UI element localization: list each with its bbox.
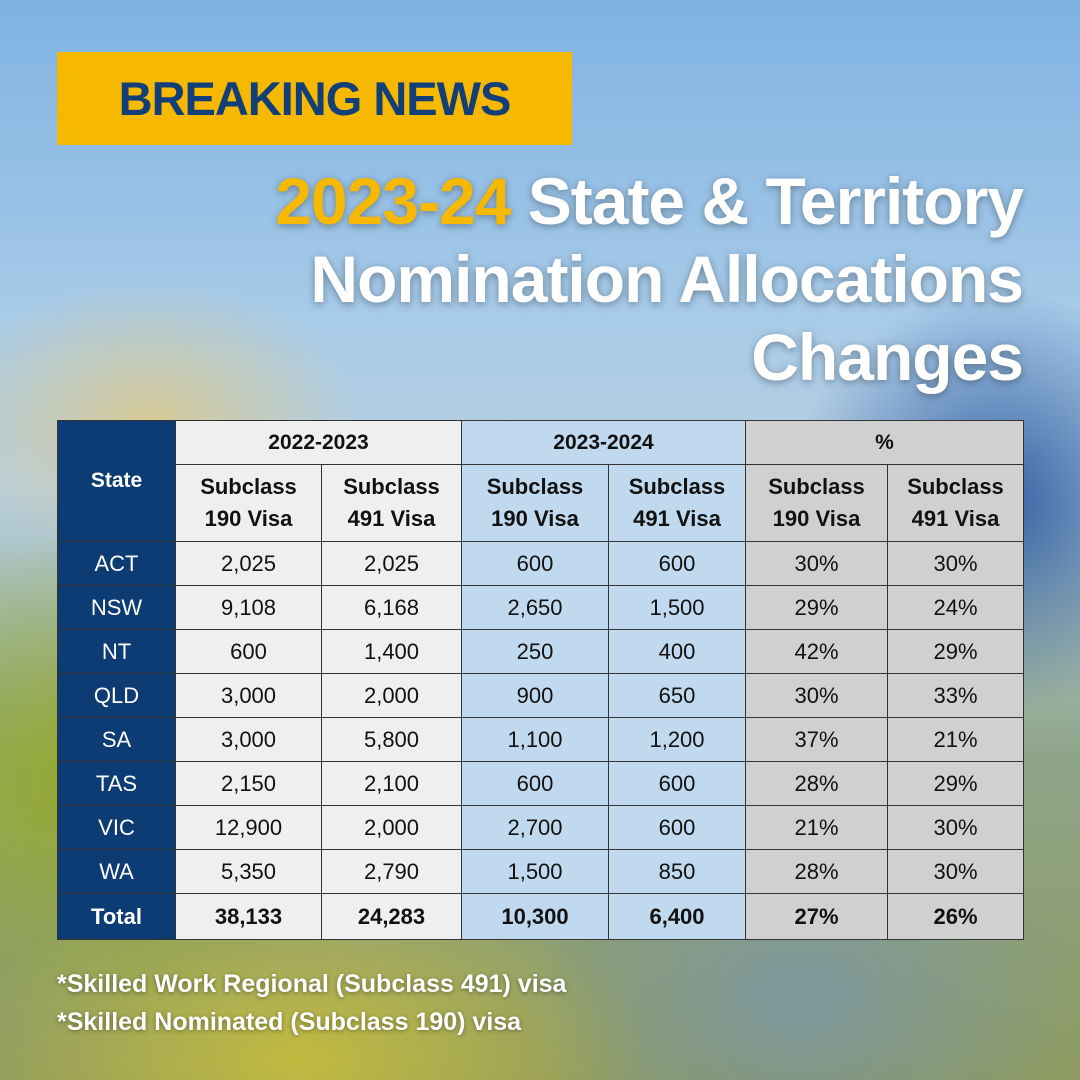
table-cell: 28%	[745, 849, 888, 894]
table-cell: 250	[461, 629, 609, 674]
table-cell: 600	[175, 629, 322, 674]
table-cell: 30%	[887, 541, 1024, 586]
title-highlight: 2023-24	[275, 164, 511, 238]
header-cell: 2022-2023	[175, 420, 462, 465]
table-cell: 600	[461, 761, 609, 806]
table-cell: ACT	[57, 541, 176, 586]
sub-header-cell: Subclass 491 Visa	[887, 464, 1024, 542]
table-cell: 850	[608, 849, 746, 894]
table-cell: 1,200	[608, 717, 746, 762]
table-cell: 3,000	[175, 673, 322, 718]
table-cell: 21%	[887, 717, 1024, 762]
table-cell: TAS	[57, 761, 176, 806]
table-cell: 5,800	[321, 717, 462, 762]
table-cell: 2,025	[321, 541, 462, 586]
table-cell: 24%	[887, 585, 1024, 630]
title-text: Changes	[751, 320, 1024, 394]
table-cell: Total	[57, 893, 176, 940]
table-cell: 42%	[745, 629, 888, 674]
footnote: *Skilled Nominated (Subclass 190) visa	[57, 1008, 522, 1036]
title: 2023-24 State & Territory Nomination Allo…	[275, 162, 1024, 396]
table-cell: WA	[57, 849, 176, 894]
table-cell: VIC	[57, 805, 176, 850]
table-cell: 600	[608, 761, 746, 806]
table-cell: 33%	[887, 673, 1024, 718]
table-cell: 26%	[887, 893, 1024, 940]
table-cell: 30%	[745, 673, 888, 718]
title-text: State & Territory	[527, 164, 1024, 238]
header-cell: 2023-2024	[461, 420, 746, 465]
group-header-row: State 2022-2023 2023-2024%	[57, 420, 1024, 542]
table-row: TAS 2,150 2,100 600 600 28% 29%	[57, 761, 1024, 806]
table-cell: 2,700	[461, 805, 609, 850]
title-text: Nomination Allocations	[310, 242, 1024, 316]
sub-header-cell: Subclass 491 Visa	[321, 464, 462, 542]
table-cell: 30%	[745, 541, 888, 586]
table-cell: 5,350	[175, 849, 322, 894]
header-cell: %	[745, 420, 1024, 465]
table-cell: 28%	[745, 761, 888, 806]
table-cell: 6,400	[608, 893, 746, 940]
table-cell: 24,283	[321, 893, 462, 940]
table-row: VIC 12,900 2,000 2,700 600 21% 30%	[57, 805, 1024, 850]
table-row: NSW 9,108 6,168 2,650 1,500 29% 24%	[57, 585, 1024, 630]
table-cell: NSW	[57, 585, 176, 630]
table-cell: 9,108	[175, 585, 322, 630]
table-row: SA 3,000 5,800 1,100 1,200 37% 21%	[57, 717, 1024, 762]
table-cell: 650	[608, 673, 746, 718]
header-cell: State	[57, 420, 176, 542]
table-cell: 2,000	[321, 673, 462, 718]
table-cell: 27%	[745, 893, 888, 940]
table-row: ACT 2,025 2,025 600 600 30% 30%	[57, 541, 1024, 586]
table-cell: 6,168	[321, 585, 462, 630]
title-line: Nomination Allocations	[275, 240, 1024, 318]
sub-header-row: Subclass 190 Visa Subclass 491 Visa Subcla…	[58, 464, 1024, 542]
table-cell: 2,150	[175, 761, 322, 806]
table-cell: 900	[461, 673, 609, 718]
table-cell: 600	[608, 805, 746, 850]
table-cell: 600	[608, 541, 746, 586]
table-cell: 1,500	[461, 849, 609, 894]
footnote: *Skilled Work Regional (Subclass 491) vi…	[57, 970, 567, 998]
title-line: Changes	[275, 318, 1024, 396]
sub-header-cell: Subclass 190 Visa	[175, 464, 322, 542]
table-cell: SA	[57, 717, 176, 762]
table-cell: 1,100	[461, 717, 609, 762]
table: State 2022-2023 2023-2024% Subclass 190 Vis…	[57, 420, 1024, 940]
table-cell: 1,500	[608, 585, 746, 630]
table-cell: 37%	[745, 717, 888, 762]
table-cell: 600	[461, 541, 609, 586]
table-cell: NT	[57, 629, 176, 674]
total-row: Total 38,133 24,283 10,300 6,400 27% 26%	[57, 893, 1024, 940]
badge: BREAKING NEWS	[57, 52, 572, 145]
sub-header-cell: Subclass 491 Visa	[608, 464, 746, 542]
sub-header-cell: Subclass 190 Visa	[461, 464, 609, 542]
table-row: WA 5,350 2,790 1,500 850 28% 30%	[57, 849, 1024, 894]
table-cell: 30%	[887, 849, 1024, 894]
table-cell: 1,400	[321, 629, 462, 674]
table-cell: QLD	[57, 673, 176, 718]
table-cell: 21%	[745, 805, 888, 850]
table-cell: 2,650	[461, 585, 609, 630]
table-cell: 2,000	[321, 805, 462, 850]
table-cell: 3,000	[175, 717, 322, 762]
table-cell: 2,025	[175, 541, 322, 586]
table-cell: 29%	[887, 629, 1024, 674]
table-cell: 10,300	[461, 893, 609, 940]
table-row: QLD 3,000 2,000 900 650 30% 33%	[57, 673, 1024, 718]
table-cell: 2,790	[321, 849, 462, 894]
sub-header-cell: Subclass 190 Visa	[745, 464, 888, 542]
table-cell: 30%	[887, 805, 1024, 850]
table-cell: 400	[608, 629, 746, 674]
table-cell: 38,133	[175, 893, 322, 940]
table-cell: 2,100	[321, 761, 462, 806]
table-cell: 29%	[887, 761, 1024, 806]
table-row: NT 600 1,400 250 400 42% 29%	[57, 629, 1024, 674]
table-cell: 12,900	[175, 805, 322, 850]
table-cell: 29%	[745, 585, 888, 630]
title-line: 2023-24 State & Territory	[275, 162, 1024, 240]
